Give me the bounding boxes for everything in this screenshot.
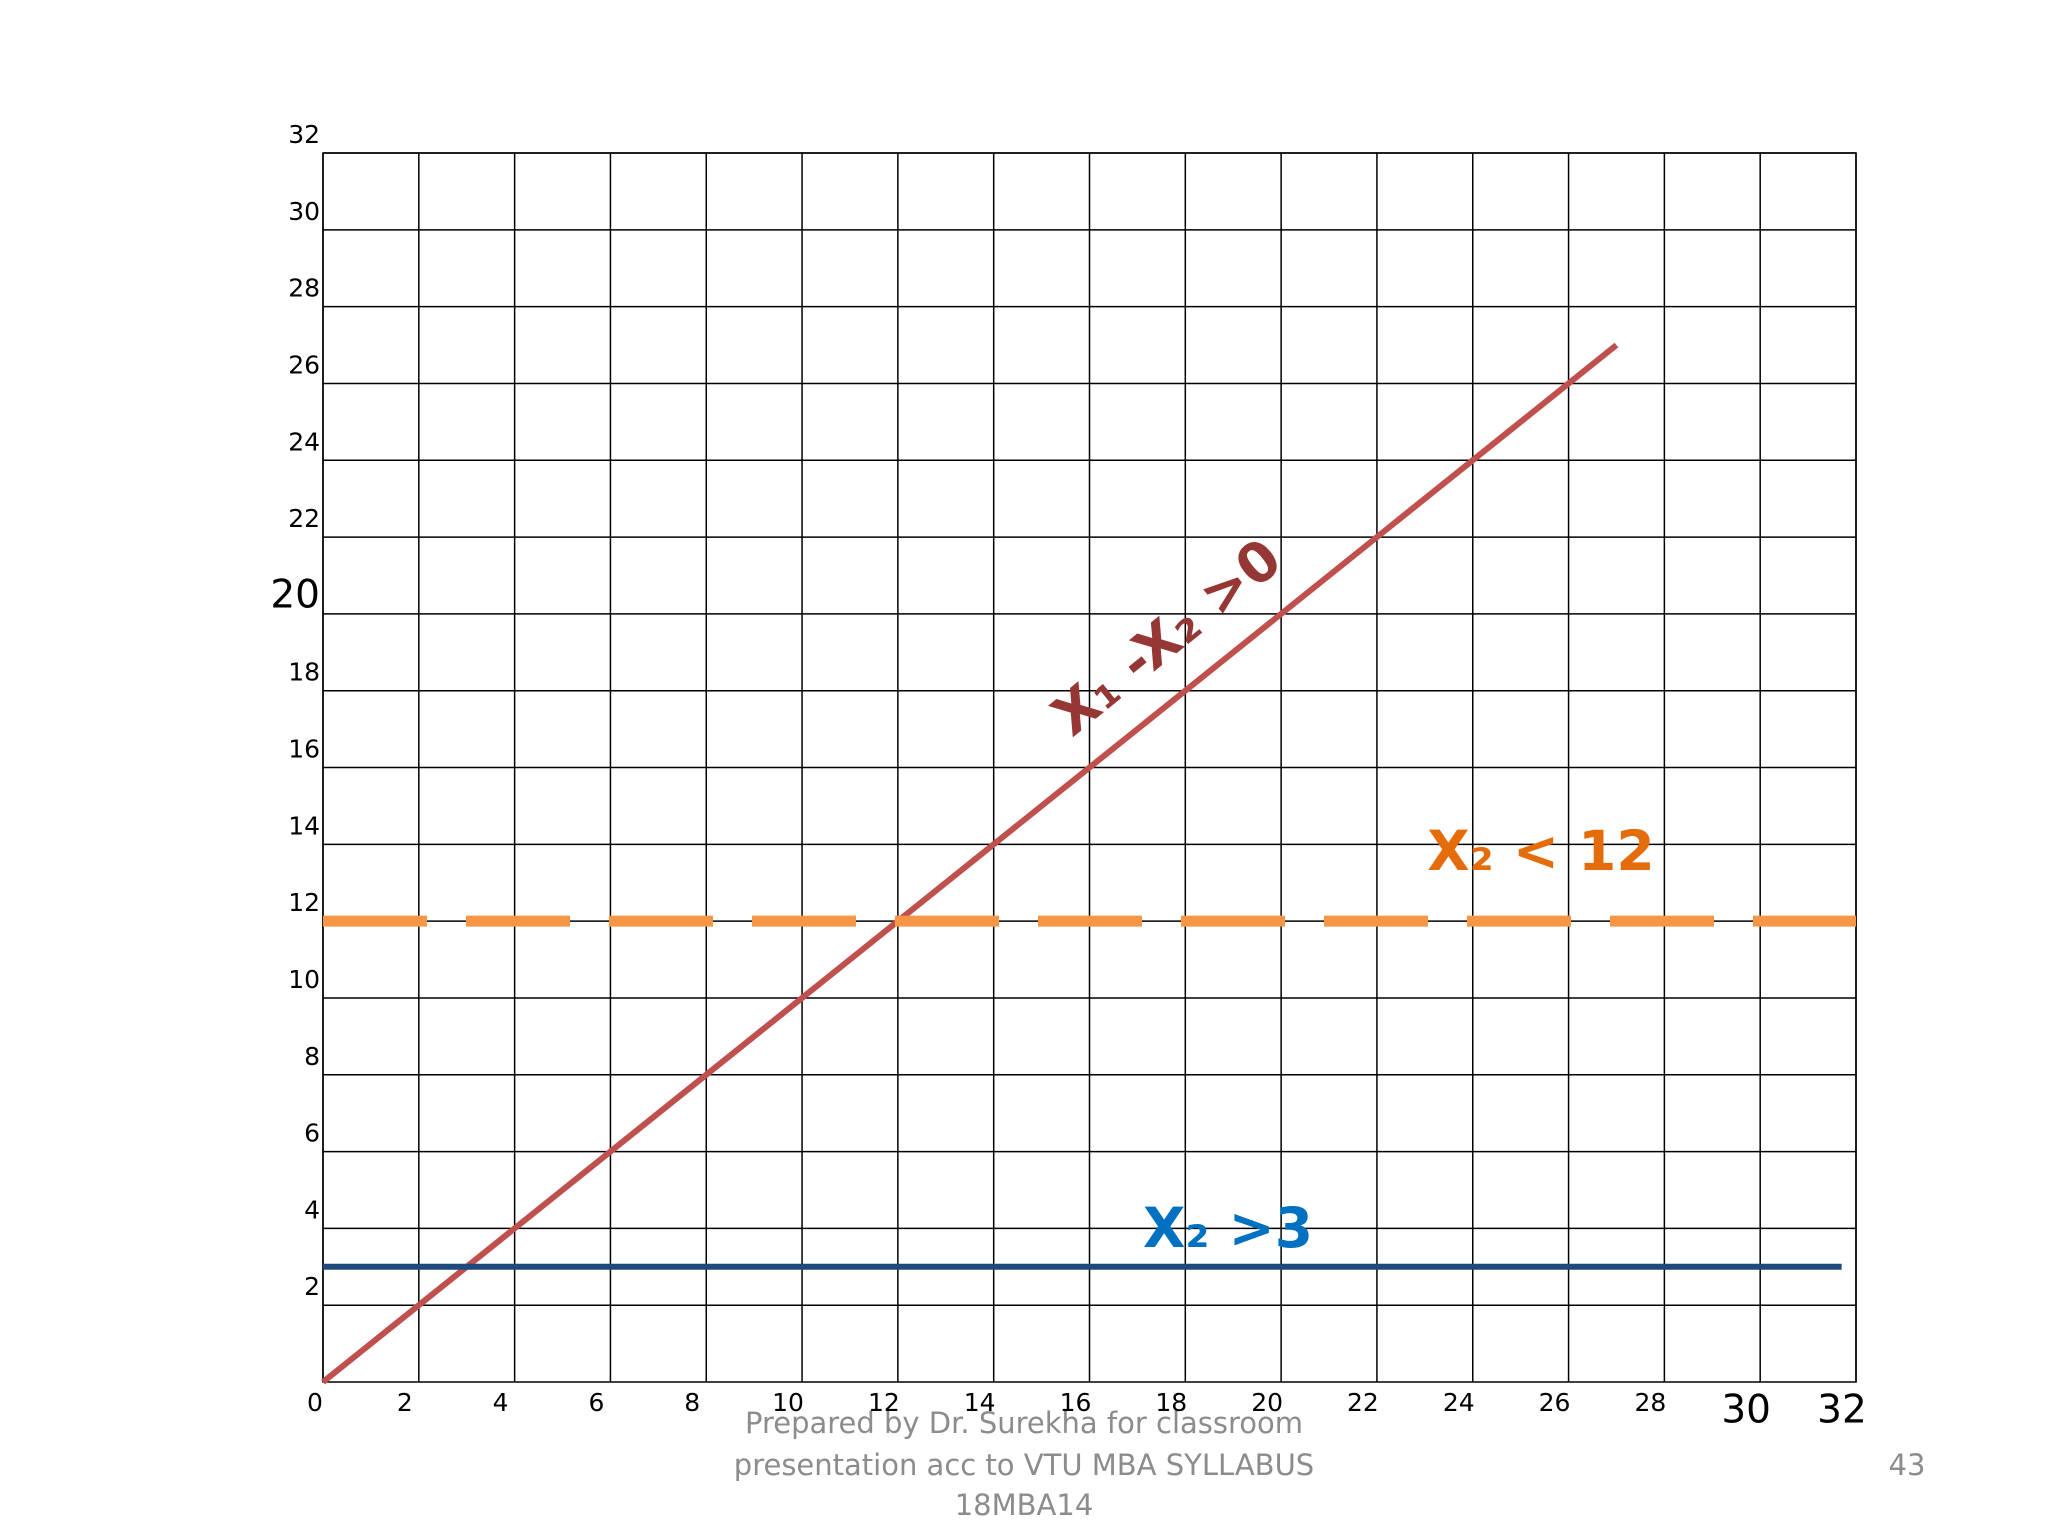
y-tick-label: 32 bbox=[288, 120, 320, 149]
x-tick-label: 32 bbox=[1817, 1388, 1867, 1433]
y-tick-label: 6 bbox=[304, 1119, 320, 1148]
y-tick-label: 14 bbox=[288, 811, 320, 840]
page-number: 43 bbox=[1889, 1448, 1926, 1482]
y-tick-label: 18 bbox=[288, 658, 320, 687]
y-tick-label: 24 bbox=[288, 427, 320, 456]
x-tick-label: 24 bbox=[1443, 1388, 1475, 1417]
y-tick-label: 2 bbox=[304, 1272, 320, 1301]
x-tick-label: 16 bbox=[1060, 1388, 1092, 1417]
x-tick-label: 4 bbox=[493, 1388, 509, 1417]
line-label: X₂ < 12 bbox=[1427, 819, 1654, 883]
y-tick-label: 26 bbox=[288, 350, 320, 379]
x-tick-label: 12 bbox=[868, 1388, 900, 1417]
x-tick-label: 8 bbox=[684, 1388, 700, 1417]
y-tick-label: 22 bbox=[288, 504, 320, 533]
x-tick-label: 26 bbox=[1539, 1388, 1571, 1417]
x-tick-label: 20 bbox=[1251, 1388, 1283, 1417]
x-tick-label: 22 bbox=[1347, 1388, 1379, 1417]
footer-line: presentation acc to VTU MBA SYLLABUS bbox=[734, 1448, 1314, 1482]
x-tick-label: 14 bbox=[964, 1388, 996, 1417]
y-tick-label: 28 bbox=[288, 274, 320, 303]
y-tick-label: 10 bbox=[288, 965, 320, 994]
x-tick-label: 2 bbox=[397, 1388, 413, 1417]
x-tick-label: 6 bbox=[588, 1388, 604, 1417]
y-tick-label: 30 bbox=[288, 197, 320, 226]
line-label: X₂ >3 bbox=[1143, 1196, 1313, 1260]
x-tick-label: 18 bbox=[1155, 1388, 1187, 1417]
series-line bbox=[321, 342, 1619, 1385]
y-tick-label: 20 bbox=[270, 572, 320, 617]
x-tick-label: 30 bbox=[1721, 1388, 1771, 1433]
x-tick-label: 0 bbox=[307, 1388, 323, 1417]
y-tick-label: 8 bbox=[304, 1042, 320, 1071]
x-tick-label: 28 bbox=[1634, 1388, 1666, 1417]
x-tick-label: 10 bbox=[772, 1388, 804, 1417]
y-tick-label: 12 bbox=[288, 888, 320, 917]
y-tick-label: 4 bbox=[304, 1195, 320, 1224]
y-tick-label: 16 bbox=[288, 735, 320, 764]
footer-line: 18MBA14 bbox=[955, 1488, 1094, 1522]
footer-line: Prepared by Dr. Surekha for classroom bbox=[745, 1406, 1303, 1440]
